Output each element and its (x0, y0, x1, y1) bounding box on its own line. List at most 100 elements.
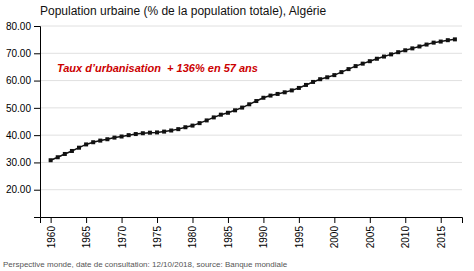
grid-line (40, 107, 462, 108)
x-tick-mark (441, 217, 442, 223)
x-tick-label: 2000 (329, 226, 340, 249)
chart: Population urbaine (% de la population t… (0, 0, 474, 271)
x-tick: 2000 (329, 217, 340, 248)
x-tick: 1960 (46, 217, 57, 248)
point (162, 130, 166, 134)
y-tick: 60.00 (6, 75, 40, 86)
y-tick-label: 60.00 (6, 75, 31, 86)
line (51, 39, 455, 160)
x-tick-mark (192, 217, 193, 223)
point (176, 127, 180, 131)
x-tick: 1975 (152, 217, 163, 248)
point (304, 83, 308, 87)
y-tick: 80.00 (6, 21, 40, 32)
x-axis-line (41, 218, 463, 224)
point (98, 139, 102, 143)
x-tick: 2005 (365, 217, 376, 248)
x-tick-label: 1980 (187, 226, 198, 249)
y-tick-mark (34, 26, 40, 27)
point (233, 108, 237, 112)
point (382, 55, 386, 59)
y-tick-label: 50.00 (6, 103, 31, 114)
point (325, 75, 329, 79)
y-tick-label: 70.00 (6, 48, 31, 59)
x-axis: 1960196519701975198019851990199520002005… (41, 217, 463, 248)
point (198, 121, 202, 125)
y-tick-label: 80.00 (6, 21, 31, 32)
x-tick-label: 1970 (117, 226, 128, 249)
point (219, 113, 223, 117)
point (389, 52, 393, 56)
point (396, 50, 400, 54)
x-tick: 1970 (117, 217, 128, 248)
x-tick-label: 1960 (46, 226, 57, 249)
y-tick: 30.00 (6, 157, 40, 168)
grid-line (40, 135, 462, 136)
y-tick-mark (34, 190, 40, 191)
point (261, 96, 265, 100)
point (368, 59, 372, 63)
y-tick-mark (34, 108, 40, 109)
x-tick-mark (405, 217, 406, 223)
y-tick: 50.00 (6, 103, 40, 114)
point (49, 158, 53, 162)
point (183, 125, 187, 129)
y-tick-mark (34, 53, 40, 54)
point (77, 146, 81, 150)
x-tick-mark (86, 217, 87, 223)
x-tick-mark (334, 217, 335, 223)
x-tick-mark (370, 217, 371, 223)
point (354, 64, 358, 68)
annotation: Taux d’urbanisation + 136% en 57 ans (57, 62, 258, 74)
point (226, 111, 230, 115)
point (403, 48, 407, 52)
point (276, 92, 280, 96)
point (318, 77, 322, 81)
point (105, 137, 109, 141)
y-tick-mark (34, 81, 40, 82)
x-tick-label: 1995 (294, 226, 305, 249)
x-tick: 1965 (81, 217, 92, 248)
x-tick: 1985 (223, 217, 234, 248)
y-axis-line (34, 27, 41, 218)
point (205, 118, 209, 122)
point (432, 41, 436, 45)
point (297, 86, 301, 90)
point (56, 155, 60, 159)
x-tick-mark (263, 217, 264, 223)
point (141, 131, 145, 135)
point (332, 73, 336, 77)
point (417, 44, 421, 48)
y-tick: 70.00 (6, 48, 40, 59)
marks (49, 37, 457, 162)
point (347, 67, 351, 71)
grid-line (40, 189, 462, 190)
y-tick: 20.00 (6, 184, 40, 195)
point (290, 88, 294, 92)
grid (40, 26, 462, 190)
point (254, 99, 258, 103)
x-tick-label: 2015 (436, 226, 447, 249)
point (247, 102, 251, 106)
x-tick: 2015 (436, 217, 447, 248)
point (91, 140, 95, 144)
x-tick-label: 1975 (152, 226, 163, 249)
x-tick: 2010 (400, 217, 411, 248)
point (361, 62, 365, 66)
point (169, 129, 173, 133)
y-tick-mark (34, 135, 40, 136)
point (240, 106, 244, 110)
x-tick-mark (299, 217, 300, 223)
footer: Perspective monde, date de consultation:… (3, 260, 288, 269)
point (446, 38, 450, 42)
x-tick-mark (51, 217, 52, 223)
point (212, 115, 216, 119)
grid-line (40, 26, 462, 27)
grid-line (40, 162, 462, 163)
point (339, 70, 343, 74)
point (148, 131, 152, 135)
point (453, 37, 457, 41)
plot: 20.0030.0040.0050.0060.0070.0080.0019601… (6, 21, 463, 249)
x-tick-label: 1985 (223, 226, 234, 249)
point (375, 57, 379, 61)
